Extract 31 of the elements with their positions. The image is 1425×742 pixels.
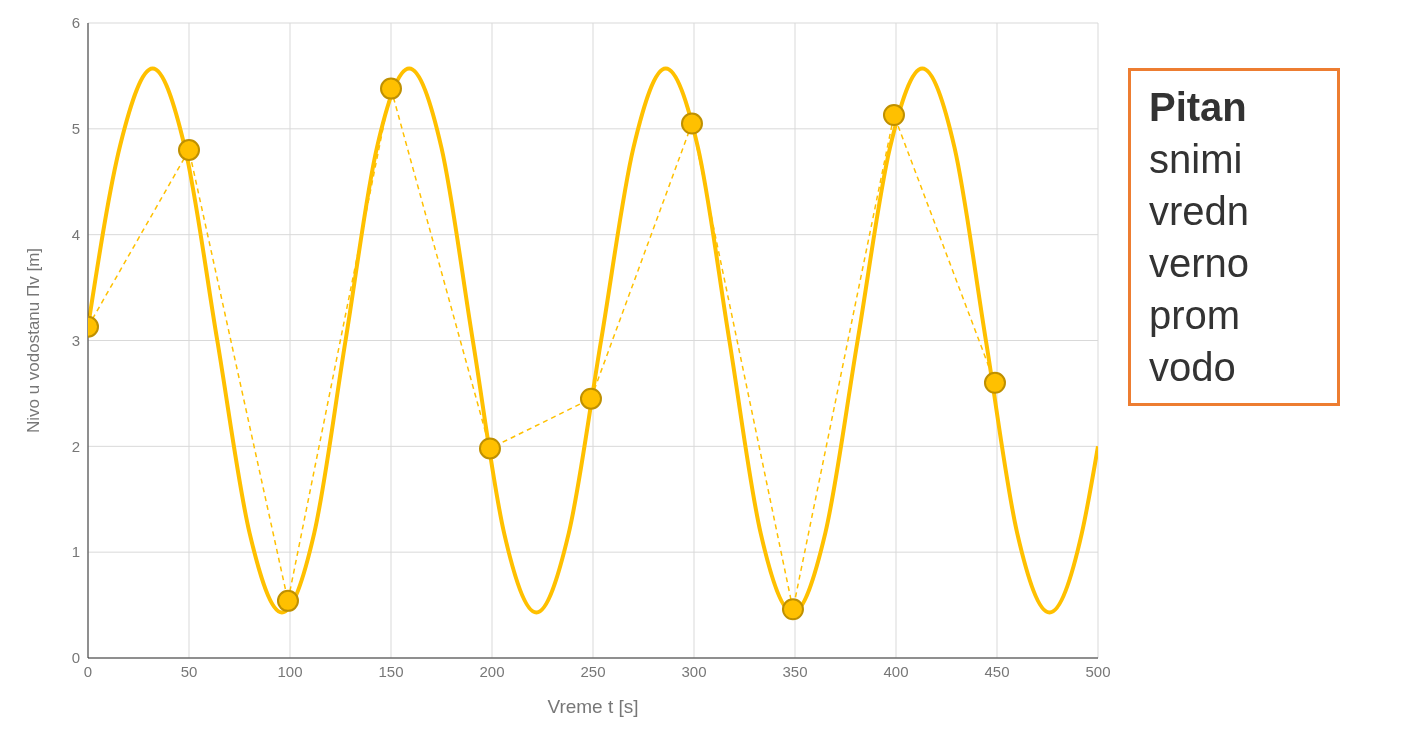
x-tick-label: 150: [378, 662, 404, 680]
point: [478, 437, 501, 460]
text: Pitan: [1149, 84, 1248, 131]
x-tick-label: 250: [580, 662, 606, 680]
y-tick-label: 3: [71, 331, 80, 349]
x-tick-label: 400: [883, 662, 909, 680]
x-axis-title: Vreme t [s]: [547, 696, 639, 717]
x-tick-label: 450: [984, 662, 1010, 680]
x-tick-label: 500: [1085, 662, 1111, 680]
y-tick-label: 2: [71, 437, 80, 455]
point: [276, 589, 299, 612]
point: [882, 104, 905, 127]
point: [781, 598, 804, 621]
point: [178, 139, 200, 161]
x-tick-label: 100: [277, 662, 303, 680]
y-tick-label: 0: [71, 649, 80, 667]
point: [680, 112, 703, 135]
y-axis-title: Nivo u vodostanu Πv [m]: [24, 247, 44, 434]
x-tick-label: 50: [180, 662, 198, 680]
x-tick-label: 350: [782, 662, 808, 680]
point: [983, 371, 1006, 394]
x-tick-label: 200: [479, 662, 505, 680]
y-tick-label: 4: [71, 225, 80, 243]
x-tick-label: 300: [681, 662, 707, 680]
y-tick-label: 5: [71, 120, 80, 138]
x-tick-label: 0: [83, 662, 93, 680]
point: [579, 387, 602, 410]
text: snimi vredn verno prom vodo: [1149, 136, 1251, 391]
y-tick-label: 6: [71, 14, 80, 32]
point: [380, 77, 402, 100]
y-tick-label: 1: [71, 543, 80, 561]
